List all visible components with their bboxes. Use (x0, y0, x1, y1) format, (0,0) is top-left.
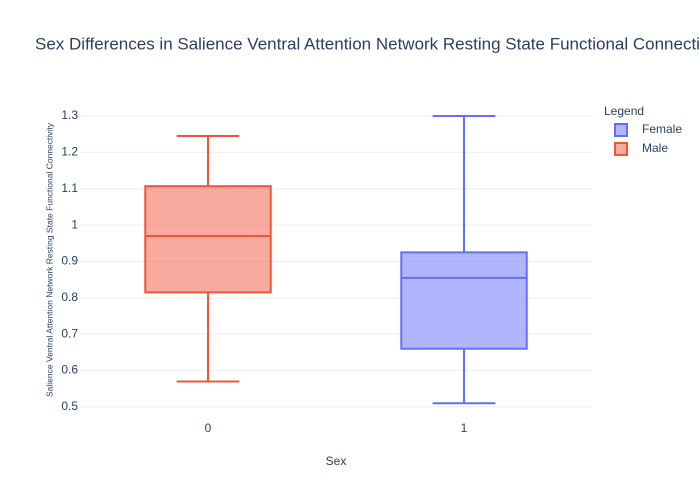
x-tick-label: 0 (205, 421, 212, 435)
y-tick-label: 0.6 (61, 363, 78, 377)
y-tick-label: 1 (71, 217, 78, 231)
x-tick-label: 1 (461, 421, 468, 435)
y-tick-label: 0.8 (61, 290, 78, 304)
legend-label: Female (642, 122, 682, 136)
legend-swatch (614, 123, 628, 137)
x-axis-title: Sex (326, 454, 347, 468)
y-tick-label: 1.1 (61, 181, 78, 195)
box (144, 185, 272, 294)
legend-label: Male (642, 141, 668, 155)
y-tick-label: 1.3 (61, 108, 78, 122)
legend-swatch (614, 142, 628, 156)
y-tick-label: 0.9 (61, 254, 78, 268)
y-axis-title: Salience Ventral Attention Network Resti… (44, 122, 54, 397)
chart-title: Sex Differences in Salience Ventral Atte… (35, 34, 700, 53)
y-tick-label: 0.7 (61, 326, 78, 340)
box (400, 251, 528, 350)
y-tick-label: 0.5 (61, 399, 78, 413)
legend-title: Legend (604, 104, 644, 118)
y-tick-label: 1.2 (61, 145, 78, 159)
